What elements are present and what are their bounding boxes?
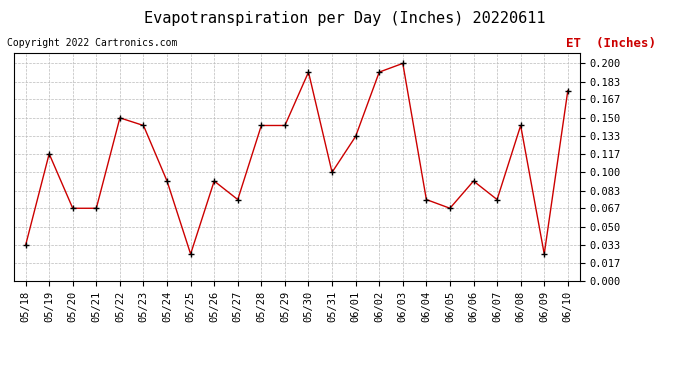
- Text: Evapotranspiration per Day (Inches) 20220611: Evapotranspiration per Day (Inches) 2022…: [144, 11, 546, 26]
- Text: Copyright 2022 Cartronics.com: Copyright 2022 Cartronics.com: [7, 38, 177, 48]
- Text: ET  (Inches): ET (Inches): [566, 38, 656, 51]
